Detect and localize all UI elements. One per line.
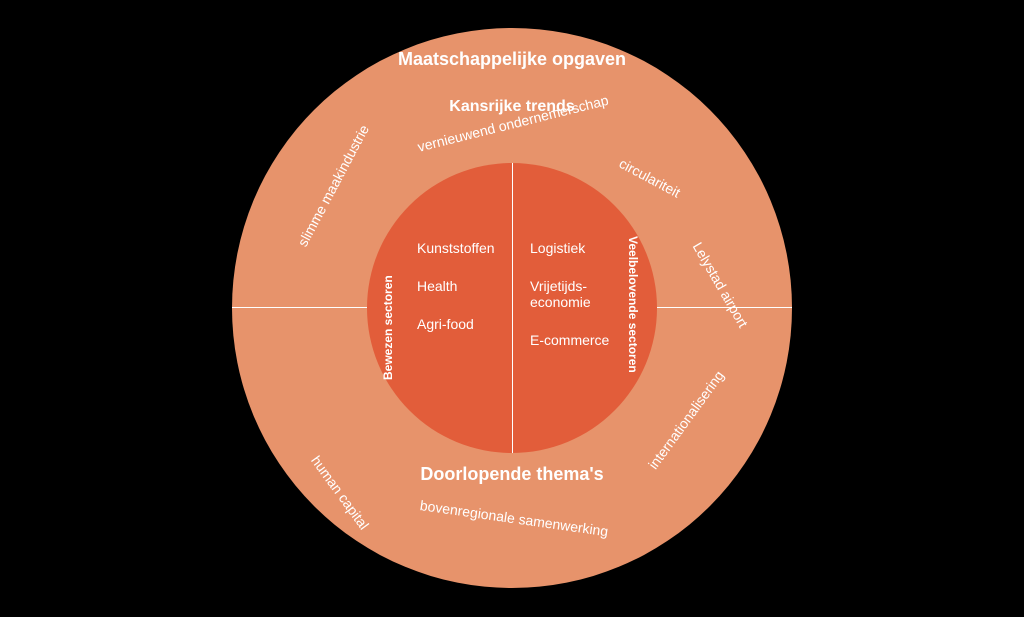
sector-logistiek: Logistiek — [530, 240, 609, 256]
inner-right-title: Veelbelovende sectoren — [626, 236, 639, 386]
diagram-stage: Maatschappelijke opgaven Kansrijke trend… — [0, 0, 1024, 617]
outer-title-bottom: Doorlopende thema's — [0, 465, 1024, 485]
horizontal-spoke-left — [232, 307, 367, 308]
inner-left-title: Bewezen sectoren — [382, 240, 395, 380]
trends-heading: Kansrijke trends — [0, 98, 1024, 116]
outer-title-top: Maatschappelijke opgaven — [0, 50, 1024, 70]
sector-ecommerce: E-commerce — [530, 332, 609, 348]
sector-agri-food: Agri-food — [417, 316, 495, 332]
veelbelovende-sectoren-list: Logistiek Vrijetijds- economie E-commerc… — [530, 240, 609, 348]
vertical-divider — [512, 163, 513, 453]
sector-kunststoffen: Kunststoffen — [417, 240, 495, 256]
bewezen-sectoren-list: Kunststoffen Health Agri-food — [417, 240, 495, 332]
sector-vrijetijdseconomie: Vrijetijds- economie — [530, 278, 609, 310]
sector-health: Health — [417, 278, 495, 294]
